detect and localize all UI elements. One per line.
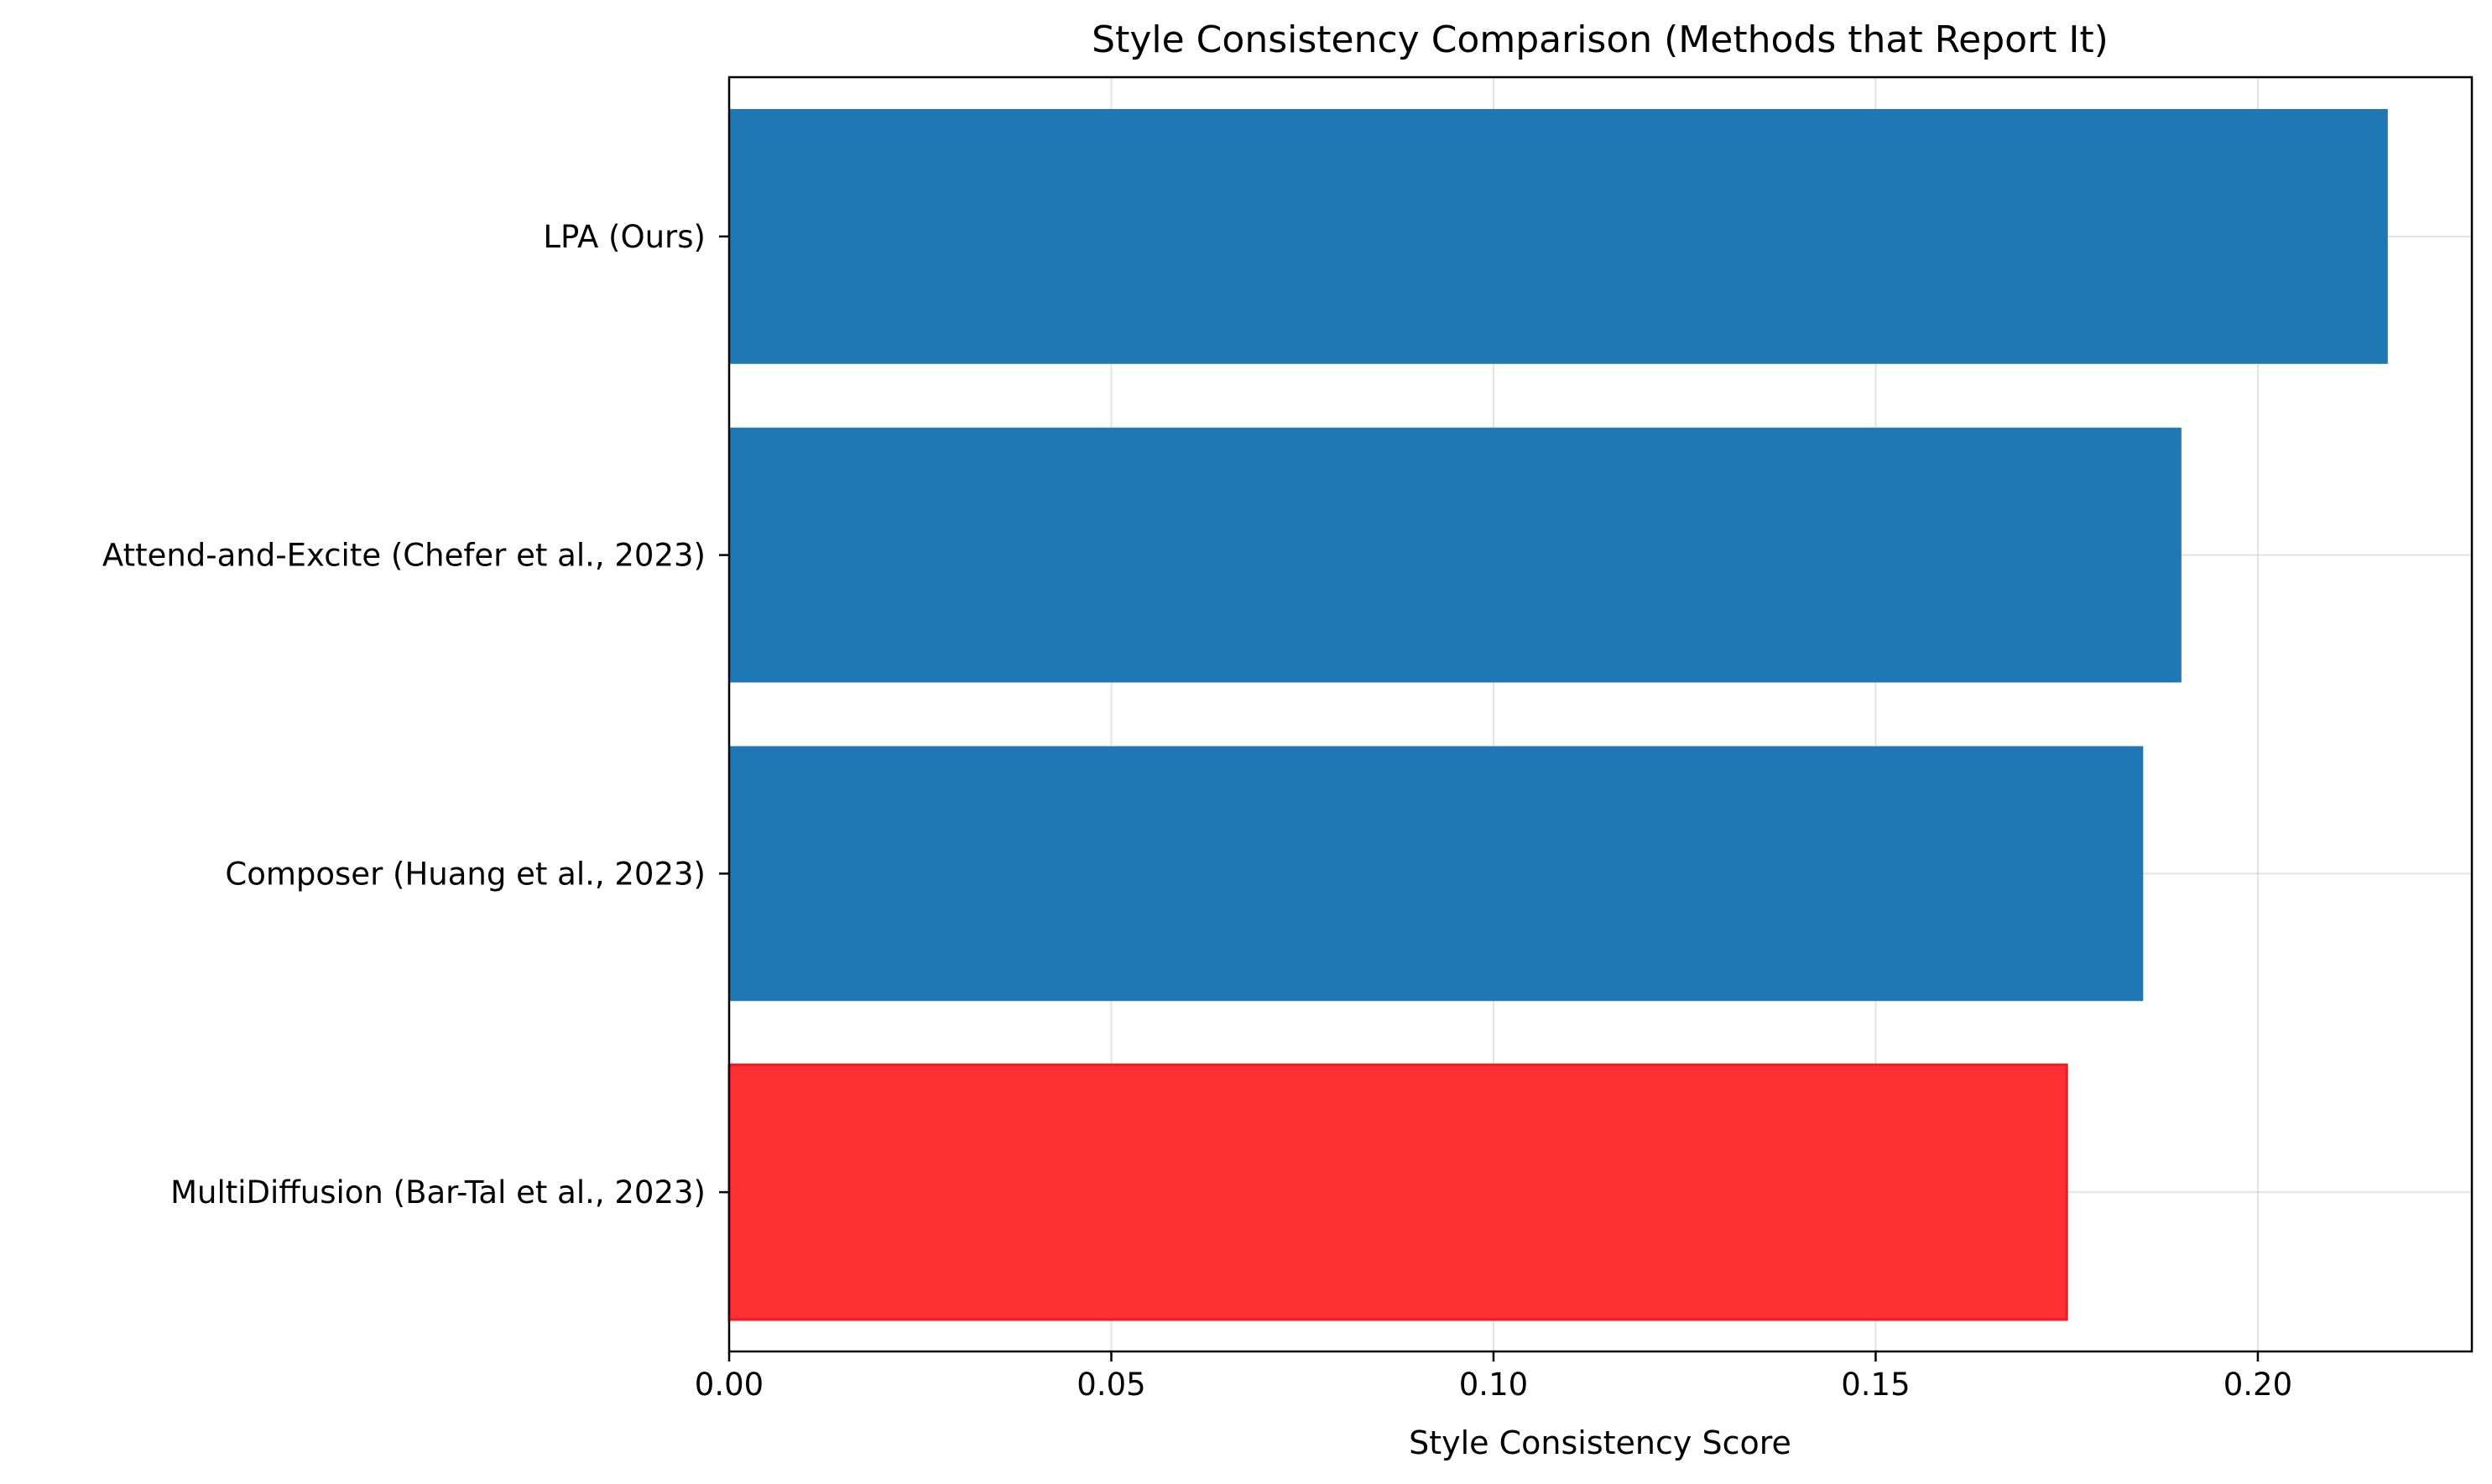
y-tick-label: Composer (Huang et al., 2023) (225, 856, 706, 892)
x-tick-label: 0.00 (695, 1367, 764, 1403)
x-tick-label: 0.05 (1077, 1367, 1145, 1403)
bar (729, 746, 2144, 1002)
chart-title: Style Consistency Comparison (Methods th… (1092, 18, 2109, 61)
bar (729, 108, 2388, 364)
x-tick-label: 0.10 (1459, 1367, 1528, 1403)
bar-layer (727, 108, 2388, 1321)
bar (729, 427, 2182, 683)
y-tick-label: LPA (Ours) (543, 219, 706, 255)
plot-frame (727, 76, 2474, 1353)
y-tick-label: MultiDiffusion (Bar-Tal et al., 2023) (170, 1174, 706, 1211)
x-axis-label: Style Consistency Score (1409, 1424, 1791, 1461)
bar (727, 1063, 2068, 1321)
x-tick-label: 0.20 (2224, 1367, 2292, 1403)
y-tick-label: Attend-and-Excite (Chefer et al., 2023) (102, 538, 706, 574)
tick-layer: 0.00 0.05 0.10 0.15 0.20 LPA (Ours) Attend-and… (102, 219, 2292, 1403)
x-tick-label: 0.15 (1841, 1367, 1910, 1403)
